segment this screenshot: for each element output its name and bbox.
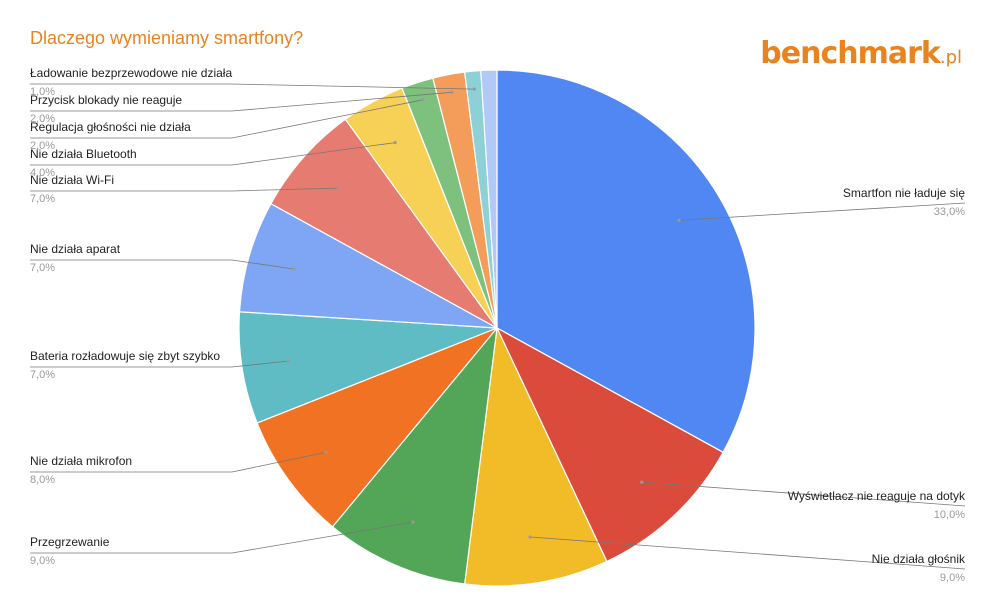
slice-label: Smartfon nie ładuje się: [843, 186, 965, 200]
leader-line: [30, 259, 294, 270]
slice-label: Ładowanie bezprzewodowe nie działa: [30, 66, 232, 80]
slice-value: 2,0%: [30, 113, 55, 125]
pie-slice: [270, 118, 498, 329]
leader-line: [30, 187, 339, 192]
leader-line: [679, 202, 966, 221]
slice-label: Przegrzewanie: [30, 535, 110, 549]
brand-suffix: .pl: [939, 47, 962, 68]
leader-dot: [324, 450, 328, 454]
slice-label: Nie działa Bluetooth: [30, 147, 137, 161]
slice-value: 8,0%: [30, 474, 55, 486]
leader-dot: [472, 87, 476, 91]
slice-label: Wyświetlacz nie reaguje na dotyk: [788, 489, 966, 503]
slice-value: 7,0%: [30, 193, 55, 205]
pie-slice: [495, 326, 724, 563]
pie-slices: [238, 69, 756, 587]
leader-dot: [640, 480, 644, 484]
leader-line: [30, 83, 475, 90]
chart-title: Dlaczego wymieniamy smartfony?: [30, 28, 304, 48]
leader-dot: [411, 520, 415, 524]
leader-dot: [393, 141, 397, 145]
leader-dot: [421, 98, 425, 102]
leader-line: [30, 360, 289, 368]
slice-label: Nie działa aparat: [30, 242, 121, 256]
slice-value: 2,0%: [30, 140, 55, 152]
slice-value: 1,0%: [30, 86, 55, 98]
pie-slice: [256, 327, 498, 528]
leader-dot: [677, 218, 681, 222]
slice-value: 7,0%: [30, 262, 55, 274]
pie-slice: [463, 325, 608, 587]
pie-slice: [496, 69, 756, 454]
leader-dot: [450, 90, 454, 94]
leader-dot: [292, 267, 296, 271]
leader-line: [30, 521, 414, 554]
leader-line: [530, 536, 966, 570]
slice-value: 9,0%: [940, 572, 965, 584]
leader-line: [30, 142, 396, 166]
leader-dot: [336, 186, 340, 190]
slice-value: 4,0%: [30, 167, 55, 179]
slice-value: 10,0%: [934, 509, 965, 521]
slice-value: 9,0%: [30, 555, 55, 567]
leader-line: [30, 452, 326, 473]
leader-line: [30, 91, 453, 112]
slice-label: Nie działa Wi-Fi: [30, 173, 114, 187]
pie-labels: Smartfon nie ładuje się 33,0% Wyświetlacz …: [30, 66, 966, 584]
pie-slice: [238, 202, 498, 329]
pie-slice: [480, 69, 498, 329]
brand-logo: benchmark.pl: [760, 36, 962, 71]
slice-value: 7,0%: [30, 369, 55, 381]
leader-line: [30, 99, 423, 139]
brand-name: benchmark: [760, 36, 941, 71]
pie-slice: [331, 326, 498, 585]
slice-label: Nie działa mikrofon: [30, 454, 132, 468]
leader-dot: [528, 535, 532, 539]
slice-label: Nie działa głośnik: [872, 552, 966, 566]
slice-value: 33,0%: [934, 206, 965, 218]
slice-label: Regulacja głośności nie działa: [30, 120, 191, 134]
leader-dot: [286, 359, 290, 363]
slice-label: Przycisk blokady nie reaguje: [30, 93, 182, 107]
leader-line: [641, 481, 966, 507]
pie-slice: [238, 311, 498, 424]
slice-label: Bateria rozładowuje się zbyt szybko: [30, 349, 220, 363]
